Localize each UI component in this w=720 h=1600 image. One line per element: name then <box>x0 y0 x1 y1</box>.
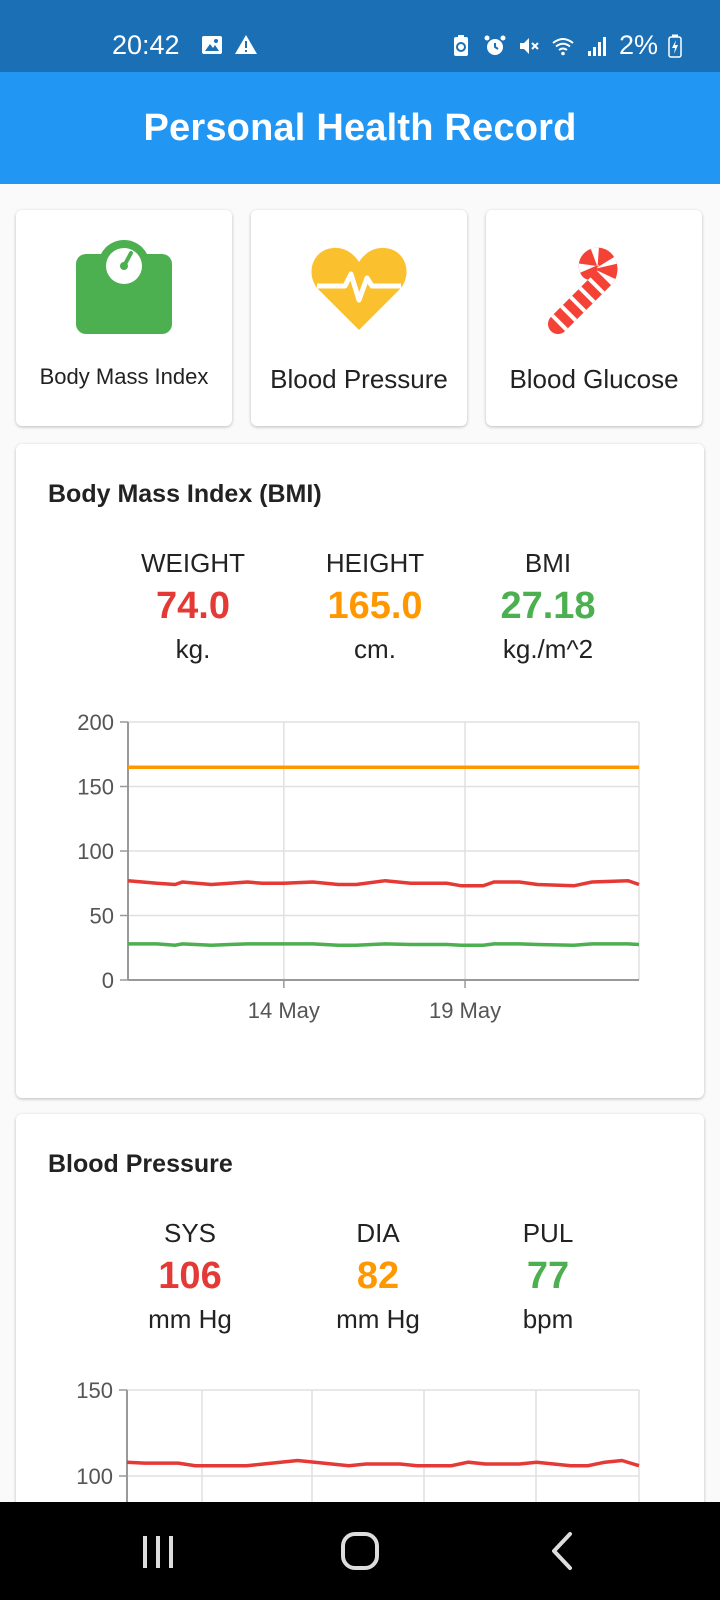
recent-apps-icon[interactable] <box>128 1526 188 1576</box>
alarm-icon <box>484 35 506 55</box>
metric-value: 74.0 <box>156 585 230 627</box>
pul-metric: PUL 77 bpm <box>458 1218 638 1335</box>
metric-value: 27.18 <box>500 585 596 627</box>
image-icon <box>202 36 222 54</box>
battery-saver-icon <box>453 34 468 56</box>
category-card-bmi[interactable]: Body Mass Index <box>16 210 232 426</box>
weight-metric: WEIGHT 74.0 kg. <box>103 548 283 665</box>
series-line-1 <box>127 878 640 888</box>
mute-icon <box>519 37 539 54</box>
x-tick-label: 19 May <box>429 998 501 1023</box>
navigation-bar <box>0 1502 720 1600</box>
scale-icon <box>76 240 172 334</box>
y-tick-label: 50 <box>90 904 114 929</box>
y-tick-label: 200 <box>77 710 114 735</box>
bmi-metric: BMI 27.18 kg./m^2 <box>458 548 638 665</box>
category-label: Blood Pressure <box>270 364 448 394</box>
page-title: Personal Health Record <box>143 106 577 149</box>
dia-metric: DIA 82 mm Hg <box>288 1218 468 1335</box>
y-tick-label: 0 <box>102 968 114 993</box>
battery-percent: 2% <box>618 30 658 60</box>
app-bar: Personal Health Record <box>0 72 720 184</box>
metric-label: BMI <box>524 548 572 578</box>
category-label: Blood Glucose <box>509 364 679 394</box>
height-metric: HEIGHT 165.0 cm. <box>285 548 465 665</box>
metric-unit: mm Hg <box>148 1304 232 1334</box>
bmi-section: Body Mass Index (BMI) WEIGHT 74.0 kg. HE… <box>16 444 704 1098</box>
metric-label: DIA <box>356 1218 400 1248</box>
signal-icon <box>587 36 606 56</box>
y-tick-label: 100 <box>76 1464 113 1489</box>
sys-metric: SYS 106 mm Hg <box>100 1218 280 1335</box>
back-icon[interactable] <box>532 1526 592 1576</box>
warning-icon <box>235 35 257 54</box>
candy-cane-icon <box>548 247 618 334</box>
metric-label: WEIGHT <box>141 548 245 578</box>
metric-unit: mm Hg <box>336 1304 420 1334</box>
metric-value: 165.0 <box>327 585 423 627</box>
status-time: 20:42 <box>112 30 180 60</box>
section-title: Body Mass Index (BMI) <box>48 480 322 508</box>
status-system-icons: 2% <box>449 30 682 61</box>
category-label: Body Mass Index <box>39 364 209 389</box>
series-line-0 <box>126 1458 640 1468</box>
metric-label: SYS <box>163 1218 217 1248</box>
series-line-2 <box>128 942 640 947</box>
metric-label: PUL <box>522 1218 574 1248</box>
category-card-blood-glucose[interactable]: Blood Glucose <box>486 210 702 426</box>
battery-charging-icon <box>668 34 682 58</box>
metric-unit: cm. <box>354 634 396 664</box>
metric-unit: bpm <box>522 1304 574 1334</box>
metric-value: 106 <box>158 1255 222 1297</box>
y-tick-label: 150 <box>76 1378 113 1403</box>
metric-label: HEIGHT <box>325 548 425 578</box>
status-bar: 20:42 2% <box>0 0 720 72</box>
home-icon[interactable] <box>330 1526 390 1576</box>
section-title: Blood Pressure <box>48 1150 233 1178</box>
heart-pulse-icon <box>311 247 407 330</box>
metric-value: 77 <box>526 1255 570 1297</box>
blood-pressure-section: Blood Pressure SYS 106 mm Hg DIA 82 mm H… <box>16 1114 704 1570</box>
status-notification-icons <box>200 33 258 57</box>
wifi-icon <box>552 37 574 55</box>
y-tick-label: 100 <box>77 839 114 864</box>
metric-unit: kg./m^2 <box>502 634 594 664</box>
bmi-chart: 0 50 100 150 200 14 May 19 May <box>77 710 640 1023</box>
metric-unit: kg. <box>175 634 211 664</box>
y-tick-label: 150 <box>77 775 114 800</box>
metric-value: 82 <box>356 1255 400 1297</box>
x-tick-label: 14 May <box>248 998 320 1023</box>
category-card-blood-pressure[interactable]: Blood Pressure <box>251 210 467 426</box>
